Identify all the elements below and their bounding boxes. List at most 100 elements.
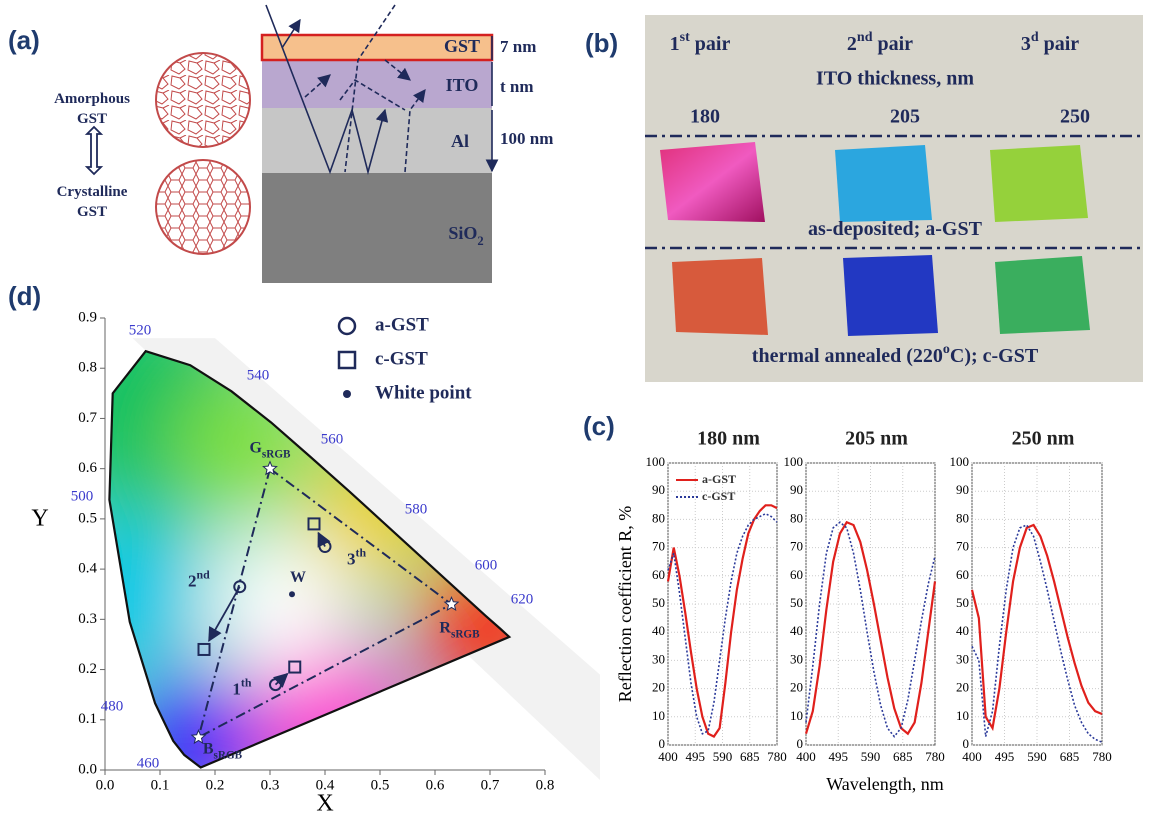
thickness-label: t nm	[500, 77, 534, 96]
y-tick-label: 80	[790, 510, 803, 525]
phase-label-part: GST	[77, 111, 107, 127]
y-tick-label: 0.2	[78, 661, 97, 677]
y-tick-label: 100	[950, 454, 970, 469]
phase-label-part: GST	[77, 204, 107, 220]
x-tick-label: 685	[740, 749, 760, 764]
x-tick-label: 0.7	[481, 777, 500, 793]
pair-label: 2nd pair	[847, 30, 913, 55]
legend-marker	[339, 352, 355, 368]
wavelength-label: 520	[129, 322, 152, 338]
layer-label: GST	[444, 36, 480, 56]
thickness-label: 100 nm	[500, 129, 553, 148]
x-tick-label: 495	[995, 749, 1015, 764]
x-tick-label: 400	[658, 749, 678, 764]
y-tick-label: 50	[956, 595, 969, 610]
y-tick-label: 30	[652, 651, 665, 666]
legend-label: c-GST	[702, 489, 735, 503]
layer-label-part: GST	[444, 36, 480, 56]
panel-label: (b)	[585, 28, 618, 58]
point-label-part: th	[356, 545, 367, 559]
x-tick-label: 0.8	[536, 777, 555, 793]
y-tick-label: 50	[790, 595, 803, 610]
sample	[995, 256, 1090, 334]
y-tick-label: 100	[646, 454, 666, 469]
y-tick-label: 0.5	[78, 510, 97, 526]
y-tick-label: 0.1	[78, 711, 97, 727]
legend-label: a-GST	[702, 472, 736, 486]
white-label: W	[290, 569, 306, 586]
sample	[672, 258, 768, 335]
y-tick-label: 60	[652, 567, 665, 582]
x-tick-label: 590	[713, 749, 733, 764]
pair-label-part: pair	[690, 33, 731, 55]
x-tick-label: 0.5	[371, 777, 390, 793]
y-tick-label: 30	[790, 651, 803, 666]
point-label-part: 2	[188, 572, 197, 591]
page: (a)(b)(c)(d)AmorphousGSTCrystallineGSTGS…	[0, 0, 1153, 818]
panel-label: (a)	[8, 25, 40, 55]
x-tick-label: 0.6	[426, 777, 445, 793]
y-tick-label: 10	[652, 708, 665, 723]
chart-title: 205 nm	[845, 428, 908, 450]
y-tick-label: 20	[652, 680, 665, 695]
y-tick-label: 0.7	[78, 410, 97, 426]
x-tick-label: 0.0	[96, 777, 115, 793]
color-blob	[123, 675, 263, 815]
wavelength-label: 500	[71, 488, 94, 504]
pair-label-part: d	[1031, 30, 1039, 45]
color-blob	[211, 534, 351, 674]
point-label-part: th	[241, 675, 252, 689]
x-tick-label: 495	[829, 749, 849, 764]
y-tick-label: 40	[956, 623, 969, 638]
y-tick-label: 0.9	[78, 309, 97, 325]
y-tick-label: 0.8	[78, 360, 97, 376]
y-tick-label: 50	[652, 595, 665, 610]
y-tick-label: 70	[956, 539, 969, 554]
row-label: as-deposited; a-GST	[808, 218, 983, 240]
pair-label-part: 1	[670, 33, 680, 55]
wavelength-label: 600	[475, 557, 498, 573]
phase-label-part: Amorphous	[54, 91, 130, 107]
y-axis-label: Y	[31, 506, 48, 532]
x-tick-label: 0.3	[261, 777, 280, 793]
sample	[835, 145, 932, 222]
row-label-part: C); c-GST	[950, 345, 1039, 367]
y-tick-label: 90	[956, 482, 969, 497]
phase-label-part: Crystalline	[57, 184, 128, 200]
layer-stack	[87, 5, 492, 283]
crystalline-lattice	[156, 160, 250, 254]
y-tick-label: 0.0	[78, 761, 97, 777]
marker-dot	[289, 591, 295, 597]
y-tick-label: 0.6	[78, 460, 97, 476]
y-tick-label: 10	[790, 708, 803, 723]
pair-label: 3d pair	[1021, 30, 1079, 55]
pair-label-part: 2	[847, 33, 857, 55]
thickness-value: 205	[890, 106, 920, 128]
y-tick-label: 40	[790, 623, 803, 638]
sample	[843, 255, 938, 336]
layer-label-part: 2	[477, 234, 483, 248]
gamut-label-part: B	[203, 740, 214, 757]
row-label-part: thermal annealed (220	[752, 345, 943, 367]
y-tick-label: 90	[790, 482, 803, 497]
y-tick-label: 20	[956, 680, 969, 695]
legend-label: c-GST	[375, 348, 428, 369]
x-tick-label: 0.2	[206, 777, 225, 793]
pair-label-part: pair	[1039, 33, 1080, 55]
y-tick-label: 0.4	[78, 561, 97, 577]
y-tick-label: 100	[784, 454, 804, 469]
marker-circle	[339, 318, 355, 334]
phase-label: Amorphous GST	[54, 91, 130, 127]
pair-label-part: pair	[873, 33, 914, 55]
layer-label-part: ITO	[446, 75, 479, 95]
row-label-part: o	[943, 342, 950, 357]
point-label-part: 1	[232, 680, 241, 699]
x-tick-label: 780	[925, 749, 945, 764]
gamut-label-part: R	[439, 619, 451, 636]
panel-label: (d)	[8, 281, 41, 311]
phase-label: Crystalline GST	[57, 184, 128, 220]
layer-label: Al	[451, 131, 469, 151]
x-axis-label: Wavelength, nm	[826, 774, 944, 794]
x-axis-label: X	[316, 791, 333, 817]
y-tick-label: 20	[790, 680, 803, 695]
